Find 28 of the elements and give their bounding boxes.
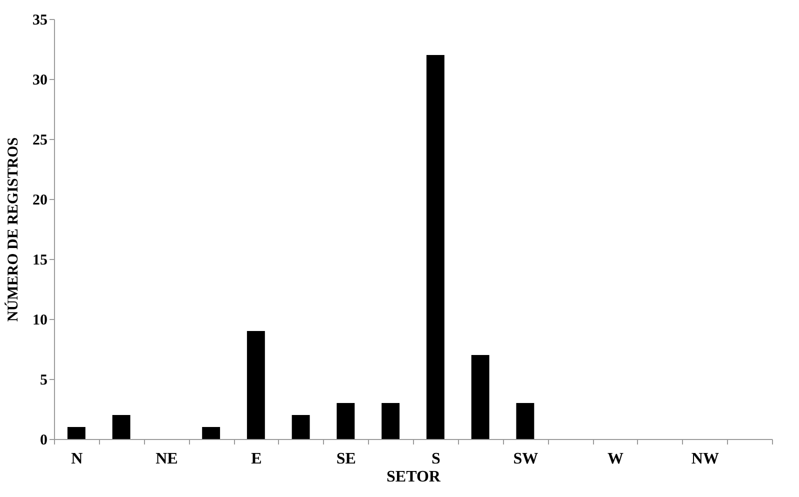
x-tick-label: NE: [156, 450, 178, 468]
bar: [382, 403, 400, 439]
y-tick-label: 10: [32, 312, 48, 328]
y-tick-label: 30: [32, 72, 48, 88]
x-tick-label: S: [431, 450, 440, 468]
y-tick-label: 25: [32, 132, 48, 148]
x-tick-label: E: [251, 450, 262, 468]
x-tick-label: NW: [691, 450, 719, 468]
y-tick-label: 35: [32, 12, 48, 28]
x-axis-title: SETOR: [386, 468, 441, 486]
x-tick-label: SW: [513, 450, 538, 468]
bar: [246, 331, 265, 439]
x-tick-label: W: [607, 450, 624, 468]
bar: [292, 415, 310, 439]
y-tick-label: 15: [32, 252, 48, 268]
bar: [202, 427, 220, 439]
x-tick-label: N: [71, 450, 84, 468]
bar: [336, 403, 355, 439]
y-tick-label: 5: [40, 372, 48, 388]
y-axis-title: NÚMERO DE REGISTROS: [4, 137, 22, 322]
bar: [112, 415, 130, 439]
y-tick-label: 20: [32, 192, 48, 208]
bar: [516, 403, 534, 439]
bar: [471, 355, 490, 439]
bar: [426, 55, 444, 439]
y-tick-label: 0: [40, 432, 48, 448]
bar: [67, 427, 86, 439]
x-tick-label: SE: [336, 450, 356, 468]
